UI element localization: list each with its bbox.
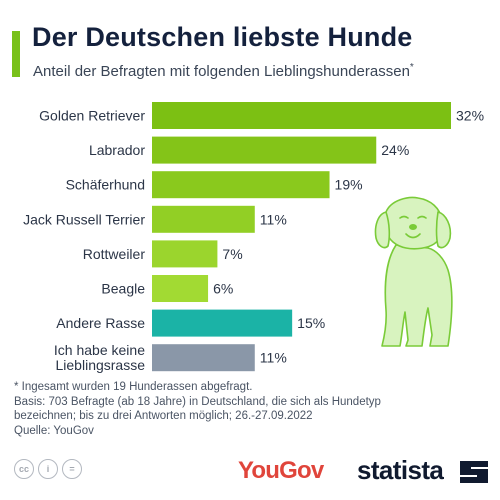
statista-logo-icon <box>460 461 488 483</box>
value-label: 19% <box>335 177 363 193</box>
by-icon[interactable]: i <box>38 459 58 479</box>
dog-nose <box>409 224 417 230</box>
bar <box>152 309 293 337</box>
footnote-line: bezeichnen; bis zu drei Antworten möglic… <box>14 410 313 422</box>
value-label: 24% <box>381 142 409 158</box>
dog-shape <box>374 196 453 347</box>
bar <box>152 171 330 199</box>
bar <box>152 205 255 233</box>
chart-title: Der Deutschen liebste Hunde <box>32 22 413 52</box>
footnote-line: * Ingesamt wurden 19 Hunderassen abgefra… <box>14 381 253 393</box>
category-label: Lieblingsrasse <box>56 357 146 373</box>
category-label: Schäferhund <box>66 177 145 193</box>
bar <box>152 344 255 372</box>
value-label: 6% <box>213 281 233 297</box>
license-icons: cc i = <box>14 459 82 479</box>
category-label: Andere Rasse <box>56 315 145 331</box>
footnote-line: Basis: 703 Befragte (ab 18 Jahre) in Deu… <box>14 395 381 408</box>
bar <box>152 240 218 268</box>
value-label: 15% <box>297 315 325 331</box>
subtitle-footnote-mark: * <box>409 62 414 73</box>
category-label: Ich habe keine <box>54 342 145 358</box>
source-line: Quelle: YouGov <box>14 424 94 437</box>
bar-chart: Golden Retriever 32% Labrador 24% Schäferhun… <box>23 102 484 373</box>
bar <box>152 136 377 164</box>
dog-illustration <box>374 196 453 347</box>
title-accent-bar <box>12 31 20 77</box>
bar <box>152 275 209 302</box>
cc-icon[interactable]: cc <box>14 459 34 479</box>
category-label: Golden Retriever <box>39 108 145 124</box>
dog-face <box>399 215 427 239</box>
bar <box>152 102 451 129</box>
category-label: Labrador <box>89 142 145 158</box>
statista-logo[interactable]: statista <box>357 455 444 485</box>
subtitle-text: Anteil der Befragten mit folgenden Liebl… <box>33 63 410 80</box>
value-label: 7% <box>222 246 242 262</box>
category-label: Beagle <box>101 281 145 297</box>
category-label: Rottweiler <box>83 246 146 262</box>
value-label: 32% <box>456 108 484 124</box>
chart-subtitle: Anteil der Befragten mit folgenden Liebl… <box>33 62 414 80</box>
value-label: 11% <box>260 211 287 227</box>
yougov-logo[interactable]: YouGov <box>238 457 324 484</box>
value-label: 11% <box>260 350 287 366</box>
footnote-block: * Ingesamt wurden 19 Hunderassen abgefra… <box>14 380 434 438</box>
nd-icon[interactable]: = <box>62 459 82 479</box>
category-label: Jack Russell Terrier <box>23 211 145 227</box>
